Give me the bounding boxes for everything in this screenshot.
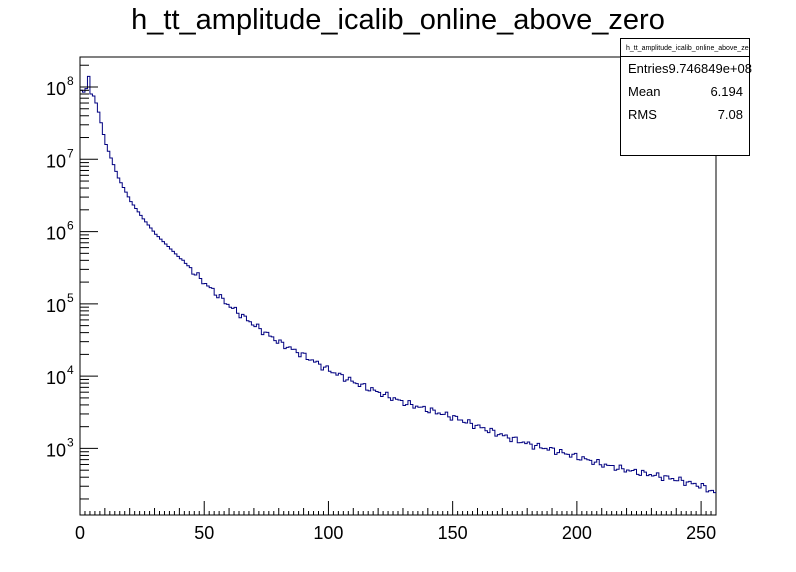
y-tick-exponent: 5 xyxy=(67,291,74,305)
stats-label: Entries xyxy=(628,61,669,76)
x-axis: 0 50 100 150 200 250 xyxy=(75,501,717,543)
y-tick-exponent: 7 xyxy=(67,146,74,160)
stats-row-mean: Mean 6.194 xyxy=(621,80,749,103)
y-tick-exponent: 4 xyxy=(67,363,74,377)
y-tick-exponent: 3 xyxy=(67,435,74,449)
x-tick-label: 0 xyxy=(75,523,85,543)
y-tick-label: 10 xyxy=(46,440,66,460)
x-tick-label: 200 xyxy=(562,523,592,543)
stats-box: h_tt_amplitude_icalib_online_above_zero … xyxy=(620,38,752,156)
x-tick-label: 50 xyxy=(194,523,214,543)
stats-label: RMS xyxy=(628,107,657,122)
y-tick-label: 10 xyxy=(46,296,66,316)
x-tick-label: 100 xyxy=(313,523,343,543)
histogram-series xyxy=(80,75,716,494)
x-tick-label: 250 xyxy=(686,523,716,543)
y-tick-label: 10 xyxy=(46,368,66,388)
x-tick-label: 150 xyxy=(438,523,468,543)
y-tick-label: 10 xyxy=(46,79,66,99)
stats-row-rms: RMS 7.08 xyxy=(621,103,749,126)
y-tick-exponent: 6 xyxy=(67,219,74,233)
stats-value: 7.08 xyxy=(717,107,743,122)
stats-value: 9.746849e+08 xyxy=(668,61,752,76)
y-tick-label: 10 xyxy=(46,224,66,244)
y-tick-label: 10 xyxy=(46,151,66,171)
chart-title: h_tt_amplitude_icalib_online_above_zero xyxy=(131,4,665,36)
y-tick-exponent: 8 xyxy=(67,74,74,88)
stats-box-name: h_tt_amplitude_icalib_online_above_zero xyxy=(621,39,749,57)
stats-value: 6.194 xyxy=(710,84,743,99)
stats-label: Mean xyxy=(628,84,661,99)
stats-row-entries: Entries 9.746849e+08 xyxy=(621,57,752,80)
histogram-line xyxy=(80,75,716,494)
